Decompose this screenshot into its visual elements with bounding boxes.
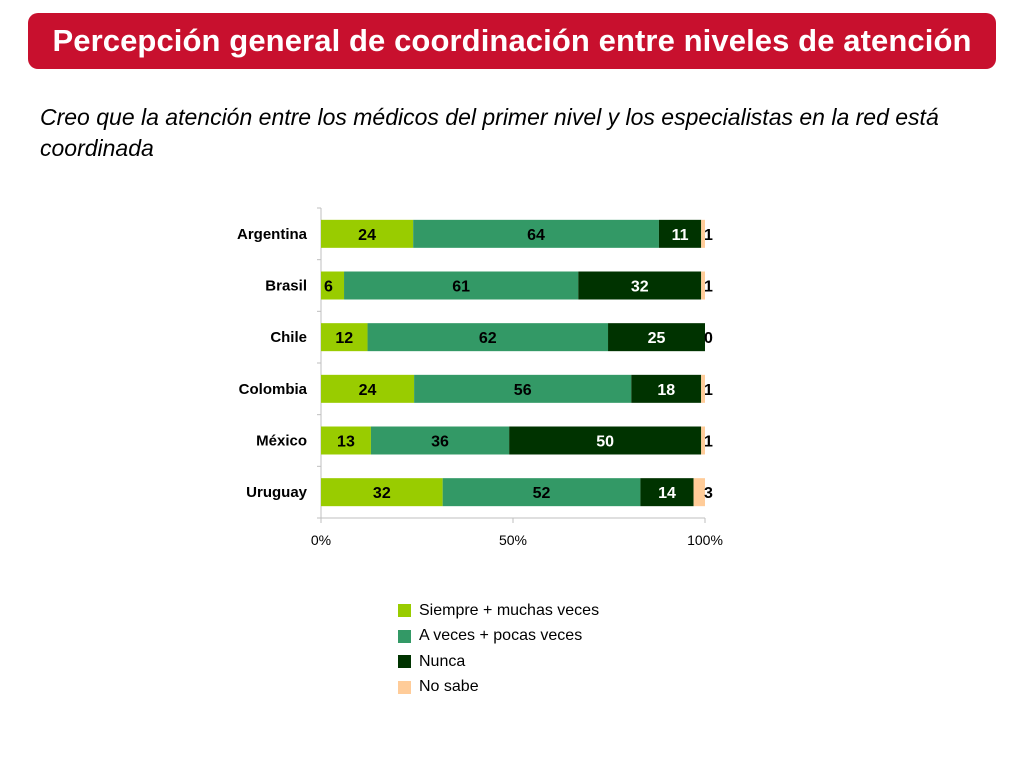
x-tick-label: 0%: [311, 532, 331, 548]
legend-item: Nunca: [398, 649, 599, 675]
data-label: 3: [704, 485, 713, 502]
legend-label: No sabe: [419, 678, 479, 696]
data-label: 18: [657, 382, 675, 399]
title-banner: Percepción general de coordinación entre…: [28, 13, 996, 69]
data-label: 1: [704, 279, 713, 296]
bar-segment: [701, 271, 705, 300]
bar-segment: [321, 271, 345, 300]
data-label: 24: [358, 227, 376, 244]
data-label: 52: [533, 485, 551, 502]
bar-segment: [414, 374, 632, 403]
legend-swatch: [398, 629, 411, 643]
bar-segment: [631, 374, 702, 403]
bar-segment: [509, 426, 702, 455]
data-label: 32: [631, 279, 649, 296]
category-label: Chile: [270, 329, 307, 346]
page-title: Percepción general de coordinación entre…: [52, 23, 972, 58]
data-label: 13: [337, 434, 355, 451]
legend-item: Siempre + muchas veces: [398, 598, 599, 624]
legend-swatch: [398, 604, 411, 618]
data-label: 61: [452, 279, 470, 296]
bar-segment: [578, 271, 702, 300]
bar-segment: [321, 374, 415, 403]
bar-segment: [367, 323, 609, 352]
legend-label: A veces + pocas veces: [419, 627, 583, 645]
bar-segment: [321, 478, 443, 507]
legend-item: No sabe: [398, 675, 599, 701]
x-tick-label: 100%: [687, 532, 723, 548]
bar-segment: [370, 426, 510, 455]
bar-segment: [321, 426, 371, 455]
data-label: 64: [527, 227, 545, 244]
legend-label: Siempre + muchas veces: [419, 601, 600, 619]
bar-segment: [413, 219, 659, 248]
bar-segment: [321, 219, 414, 248]
legend-swatch: [398, 655, 411, 669]
x-tick-label: 50%: [499, 532, 527, 548]
data-label: 25: [648, 330, 666, 347]
legend-item: A veces + pocas veces: [398, 624, 599, 650]
category-label: Colombia: [239, 381, 308, 398]
bar-segment: [658, 219, 702, 248]
bar-segment: [344, 271, 579, 300]
data-label: 56: [514, 382, 532, 399]
category-label: México: [256, 433, 307, 450]
category-label: Uruguay: [246, 484, 308, 501]
data-label: 0: [704, 330, 713, 347]
legend-swatch: [398, 680, 411, 694]
data-label: 1: [704, 227, 713, 244]
bar-segment: [701, 374, 705, 403]
data-label: 32: [373, 485, 391, 502]
data-label: 14: [658, 485, 676, 502]
data-label: 1: [704, 434, 713, 451]
bar-segment: [442, 478, 641, 507]
bar-segment: [701, 426, 705, 455]
data-label: 6: [324, 279, 333, 296]
category-label: Argentina: [237, 226, 308, 243]
data-label: 24: [359, 382, 377, 399]
bar-segment: [701, 219, 705, 248]
data-label: 12: [335, 330, 353, 347]
data-label: 50: [596, 434, 614, 451]
legend-label: Nunca: [419, 652, 466, 670]
bar-segment: [693, 478, 705, 507]
data-label: 62: [479, 330, 497, 347]
bar-segment: [321, 323, 368, 352]
survey-question: Creo que la atención entre los médicos d…: [40, 104, 939, 161]
data-label: 1: [704, 382, 713, 399]
data-label: 11: [672, 227, 689, 244]
bar-segment: [608, 323, 705, 352]
chart-legend: Siempre + muchas veces A veces + pocas ve…: [398, 598, 599, 700]
category-label: Brasil: [265, 278, 307, 295]
data-label: 36: [431, 434, 449, 451]
bar-segment: [640, 478, 694, 507]
